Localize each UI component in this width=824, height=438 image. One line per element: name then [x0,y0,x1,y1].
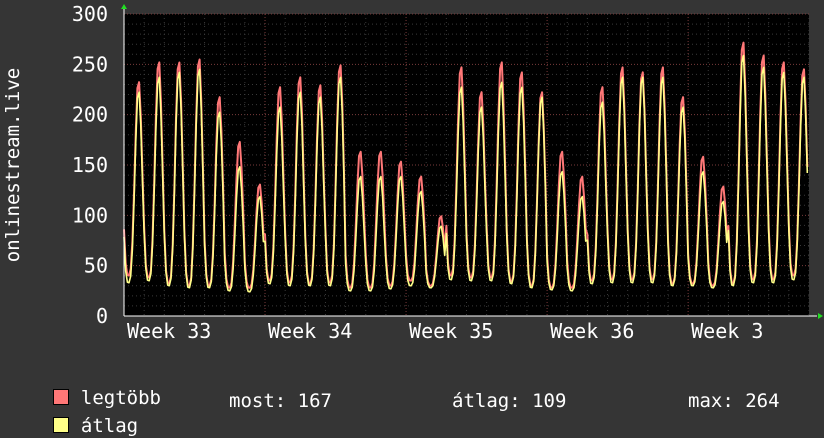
y-tick-labels: 0 50 100 150 200 250 300 [72,2,108,328]
x-tick-label: Week 36 [550,319,634,343]
stat-max: max: 264 [688,390,780,412]
stat-atlag: átlag: 109 [452,390,567,412]
x-tick-label: Week 33 [127,319,211,343]
y-axis-arrow [121,4,127,9]
legend-avg: átlag [30,390,138,438]
y-tick-label: 50 [84,254,108,278]
x-tick-label: Week 35 [409,319,493,343]
legend-swatch-max [52,389,69,405]
series-line-avg [123,54,809,293]
y-tick-label: 200 [72,103,108,127]
y-axis-label: onlinestream.live [2,68,24,262]
y-tick-label: 0 [96,304,108,328]
y-tick-label: 150 [72,153,108,177]
series-layer [123,41,809,293]
stat-most: most: 167 [229,390,332,412]
legend-label-max: legtöbb [80,387,161,409]
y-tick-label: 300 [72,2,108,26]
axes [121,4,823,319]
x-tick-label: Week 34 [268,319,352,343]
legend-label-avg: átlag [80,415,139,437]
x-tick-labels: Week 33 Week 34 Week 35 Week 36 Week 3 [127,319,763,343]
legend-max: legtöbb [30,362,161,410]
x-tick-label: Week 3 [691,319,763,343]
y-tick-label: 100 [72,203,108,227]
legend-swatch-avg [52,417,69,433]
y-tick-label: 250 [72,52,108,76]
x-axis-arrow [818,313,823,319]
